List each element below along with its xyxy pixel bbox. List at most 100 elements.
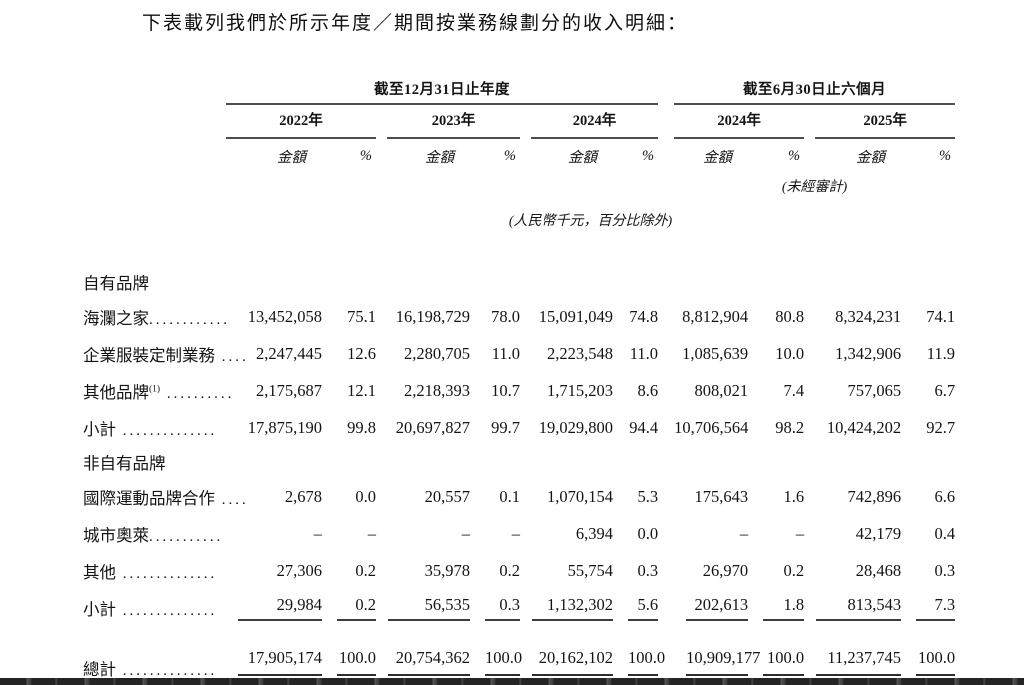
spacer-cell bbox=[658, 515, 674, 552]
amount-value: 202,613 bbox=[686, 595, 749, 621]
percent-cell: 0.2 bbox=[322, 552, 376, 589]
percent-cell: 0.0 bbox=[322, 478, 376, 515]
spacer-cell bbox=[658, 104, 674, 139]
percent-value: 99.8 bbox=[347, 417, 376, 437]
amount-cell: 757,065 bbox=[804, 372, 901, 409]
percent-value: 6.7 bbox=[934, 380, 956, 400]
spacer-cell bbox=[658, 589, 674, 626]
amount-cell: – bbox=[376, 515, 470, 552]
amount-cell: 8,324,231 bbox=[804, 298, 901, 335]
spacer-cell bbox=[658, 78, 674, 104]
spacer-row bbox=[83, 237, 955, 266]
percent-cell: 100.0 bbox=[470, 626, 522, 680]
amount-percent-header-row: 金額 % 金額 % 金額 % 金額 % 金額 % bbox=[83, 139, 955, 173]
amount-cell: – bbox=[226, 515, 322, 552]
percent-cell: 5.3 bbox=[613, 478, 658, 515]
table-row: 小計 .............. 17,875,190 99.8 20,697,82… bbox=[83, 409, 955, 446]
amount-value: 1,085,639 bbox=[682, 343, 749, 363]
amount-value: 19,029,800 bbox=[538, 417, 613, 437]
percent-cell: 78.0 bbox=[470, 298, 520, 335]
row-label: 其他 .............. bbox=[83, 552, 226, 589]
revenue-by-business-line-table: 截至12月31日止年度 截至6月30日止六個月 2022年 2023年 2024… bbox=[83, 78, 956, 680]
percent-cell: – bbox=[748, 515, 804, 552]
amount-cell: 35,978 bbox=[376, 552, 470, 589]
table-row: 企業服裝定制業務 .... 2,247,445 12.6 2,280,705 11.0 2… bbox=[83, 335, 955, 372]
percent-value: 1.6 bbox=[783, 486, 805, 506]
amount-header: 金額 bbox=[277, 149, 306, 166]
percent-value: 10.0 bbox=[775, 343, 805, 363]
amount-value: 1,070,154 bbox=[547, 486, 613, 506]
dot-leader: .............. bbox=[116, 422, 218, 439]
amount-value: 35,978 bbox=[424, 560, 470, 580]
spacer-cell bbox=[226, 173, 658, 202]
percent-cell: 0.2 bbox=[470, 552, 520, 589]
row-label-text: 海瀾之家 bbox=[83, 308, 149, 328]
percent-value: 8.6 bbox=[637, 380, 659, 400]
amount-cell: 13,452,058 bbox=[226, 298, 322, 335]
percent-value: 10.7 bbox=[491, 380, 520, 400]
percent-cell: 75.1 bbox=[322, 298, 376, 335]
percent-cell: 0.0 bbox=[613, 515, 658, 552]
unit-note: (人民幣千元，百分比除外) bbox=[508, 213, 673, 229]
amount-value: 11,237,745 bbox=[816, 648, 902, 680]
percent-cell: 74.1 bbox=[901, 298, 955, 335]
section-header-row: 非自有品牌 bbox=[83, 446, 955, 478]
year-header-2025-interim: 2025年 bbox=[804, 104, 956, 139]
amount-cell: 2,247,445 bbox=[226, 335, 322, 372]
percent-cell: 98.2 bbox=[748, 409, 804, 446]
amount-cell: 6,394 bbox=[520, 515, 613, 552]
amount-cell: 808,021 bbox=[674, 372, 748, 409]
amount-cell: 16,198,729 bbox=[376, 298, 470, 335]
year-header-2024-interim: 2024年 bbox=[674, 104, 805, 139]
dot-leader: ........... bbox=[149, 528, 224, 545]
percent-cell: 6.6 bbox=[901, 478, 955, 515]
table-row: 其他 .............. 27,306 0.2 35,978 0.2 55,75… bbox=[83, 552, 955, 589]
row-label: 小計 .............. bbox=[83, 409, 226, 446]
amount-value: 2,280,705 bbox=[404, 343, 470, 363]
amount-value: 8,812,904 bbox=[682, 306, 749, 326]
amount-value: 10,424,202 bbox=[826, 417, 902, 437]
percent-cell: 1.6 bbox=[748, 478, 804, 515]
dot-leader: .............. bbox=[116, 565, 218, 582]
amount-cell: 19,029,800 bbox=[520, 409, 613, 446]
percent-value: 7.3 bbox=[916, 595, 956, 621]
percent-value: 11.9 bbox=[926, 343, 956, 363]
amount-value: 20,162,102 bbox=[532, 648, 613, 680]
amount-value: 8,324,231 bbox=[835, 306, 902, 326]
percent-value: 92.7 bbox=[926, 417, 956, 437]
amount-value: 2,678 bbox=[284, 486, 322, 506]
percent-cell: 0.1 bbox=[470, 478, 520, 515]
percent-value: 100.0 bbox=[485, 648, 522, 680]
spacer-cell bbox=[226, 266, 955, 298]
row-label: 非自有品牌 bbox=[83, 446, 226, 478]
amount-value: 10,909,177 bbox=[686, 648, 760, 680]
row-label: 城市奧萊........... bbox=[83, 515, 226, 552]
percent-cell: 100.0 bbox=[613, 626, 665, 680]
amount-cell: 20,754,362 bbox=[376, 626, 470, 680]
percent-value: 94.4 bbox=[629, 417, 659, 437]
amount-cell: 2,218,393 bbox=[376, 372, 470, 409]
amount-cell: 175,643 bbox=[674, 478, 748, 515]
percent-value: 12.6 bbox=[347, 343, 376, 363]
unaudited-note: (未經審計) bbox=[781, 180, 848, 195]
amount-cell: 1,085,639 bbox=[674, 335, 748, 372]
row-label-text: 總計 bbox=[83, 660, 116, 679]
amount-cell: 2,280,705 bbox=[376, 335, 470, 372]
percent-cell: 80.8 bbox=[748, 298, 804, 335]
amount-cell: 2,175,687 bbox=[226, 372, 322, 409]
amount-cell: 8,812,904 bbox=[674, 298, 748, 335]
percent-header: % bbox=[787, 147, 801, 164]
percent-cell: 10.0 bbox=[748, 335, 804, 372]
unaudited-note-row: (未經審計) bbox=[83, 173, 955, 202]
percent-value: 80.8 bbox=[775, 306, 805, 326]
amount-value: 2,223,548 bbox=[547, 343, 613, 363]
amount-cell: 11,237,745 bbox=[804, 626, 902, 680]
percent-value: 0.2 bbox=[783, 560, 805, 580]
dot-leader: ............ bbox=[149, 311, 230, 328]
amount-value: 1,715,203 bbox=[547, 380, 613, 400]
percent-value: 0.4 bbox=[934, 523, 956, 543]
percent-value: 7.4 bbox=[783, 380, 805, 400]
percent-value: – bbox=[511, 523, 520, 543]
percent-cell: 100.0 bbox=[322, 626, 376, 680]
amount-value: 27,306 bbox=[276, 560, 322, 580]
